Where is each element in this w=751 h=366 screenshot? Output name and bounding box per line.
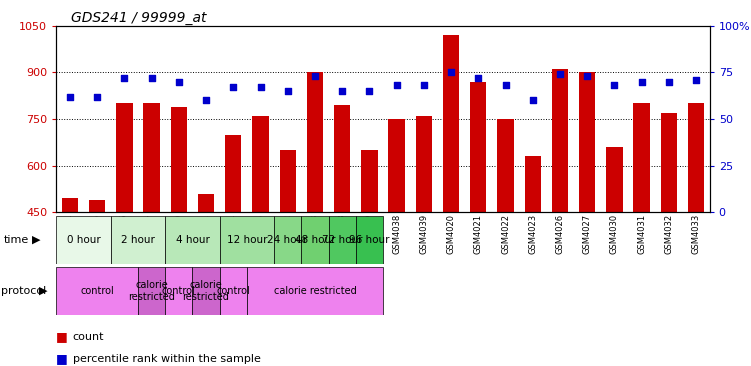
- Bar: [111, 216, 165, 264]
- Point: [472, 75, 484, 81]
- Point: [309, 73, 321, 79]
- Bar: [62, 198, 78, 352]
- Bar: [470, 82, 487, 352]
- Bar: [143, 103, 160, 352]
- Text: calorie
restricted: calorie restricted: [182, 280, 230, 302]
- Point: [363, 88, 376, 94]
- Bar: [361, 150, 378, 352]
- Bar: [388, 119, 405, 352]
- Text: control: control: [80, 286, 114, 296]
- Bar: [497, 119, 514, 352]
- Text: control: control: [216, 286, 250, 296]
- Text: 0 hour: 0 hour: [67, 235, 101, 245]
- Bar: [89, 200, 105, 352]
- Text: control: control: [162, 286, 196, 296]
- Text: ▶: ▶: [32, 235, 41, 245]
- Point: [282, 88, 294, 94]
- Text: 72 hour: 72 hour: [322, 235, 363, 245]
- Point: [608, 82, 620, 88]
- Bar: [301, 216, 328, 264]
- Bar: [170, 107, 187, 352]
- Bar: [306, 72, 323, 352]
- Point: [228, 84, 240, 90]
- Text: 4 hour: 4 hour: [176, 235, 210, 245]
- Text: 48 hour: 48 hour: [294, 235, 335, 245]
- Bar: [334, 105, 350, 352]
- Point: [146, 75, 158, 81]
- Bar: [192, 267, 219, 315]
- Bar: [219, 216, 274, 264]
- Bar: [579, 72, 596, 352]
- Text: count: count: [73, 332, 104, 342]
- Bar: [416, 116, 432, 352]
- Bar: [443, 35, 459, 352]
- Text: protocol: protocol: [1, 286, 46, 296]
- Point: [119, 75, 131, 81]
- Point: [445, 69, 457, 75]
- Bar: [328, 216, 356, 264]
- Text: calorie restricted: calorie restricted: [273, 286, 356, 296]
- Point: [91, 94, 103, 100]
- Bar: [138, 267, 165, 315]
- Bar: [116, 103, 132, 352]
- Point: [64, 94, 76, 100]
- Point: [663, 79, 675, 85]
- Point: [391, 82, 403, 88]
- Bar: [606, 147, 623, 352]
- Point: [499, 82, 511, 88]
- Bar: [219, 267, 247, 315]
- Text: 24 hour: 24 hour: [267, 235, 308, 245]
- Bar: [279, 150, 296, 352]
- Bar: [165, 267, 192, 315]
- Bar: [56, 216, 111, 264]
- Bar: [252, 116, 269, 352]
- Point: [635, 79, 647, 85]
- Point: [581, 73, 593, 79]
- Bar: [274, 216, 301, 264]
- Text: ■: ■: [56, 330, 68, 343]
- Text: 12 hour: 12 hour: [227, 235, 267, 245]
- Point: [173, 79, 185, 85]
- Point: [526, 97, 538, 103]
- Point: [690, 77, 702, 83]
- Bar: [356, 216, 383, 264]
- Point: [336, 88, 348, 94]
- Point: [554, 71, 566, 77]
- Bar: [56, 267, 138, 315]
- Bar: [198, 194, 214, 352]
- Bar: [633, 103, 650, 352]
- Bar: [165, 216, 219, 264]
- Text: ■: ■: [56, 352, 68, 365]
- Point: [200, 97, 212, 103]
- Text: 2 hour: 2 hour: [121, 235, 155, 245]
- Bar: [225, 135, 241, 352]
- Bar: [552, 69, 568, 352]
- Bar: [524, 156, 541, 352]
- Text: calorie
restricted: calorie restricted: [128, 280, 175, 302]
- Text: GDS241 / 99999_at: GDS241 / 99999_at: [71, 11, 207, 25]
- Bar: [247, 267, 383, 315]
- Bar: [661, 113, 677, 352]
- Bar: [688, 103, 704, 352]
- Point: [418, 82, 430, 88]
- Text: percentile rank within the sample: percentile rank within the sample: [73, 354, 261, 364]
- Text: ▶: ▶: [39, 286, 47, 296]
- Text: time: time: [4, 235, 29, 245]
- Point: [255, 84, 267, 90]
- Text: 96 hour: 96 hour: [349, 235, 390, 245]
